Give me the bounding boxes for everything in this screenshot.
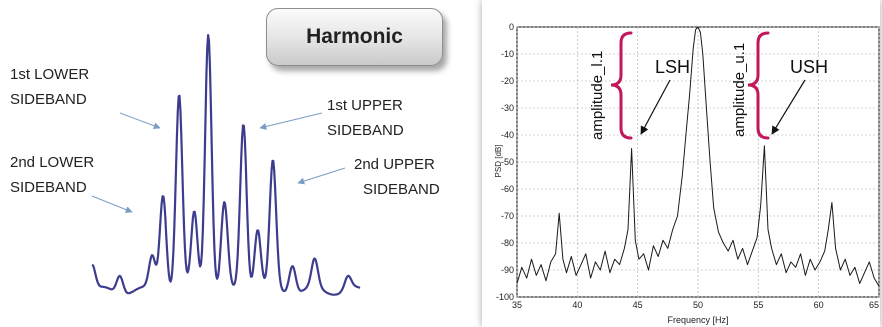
schematic-spectrum-line <box>91 34 361 296</box>
label-1st-lower-sideband: 1st LOWER SIDEBAND <box>10 66 93 108</box>
y-tick-label: -30 <box>501 103 514 113</box>
psd-series-line <box>516 26 880 287</box>
amplitude-upper-brace <box>747 31 770 140</box>
y-tick-label: -70 <box>501 211 514 221</box>
arrow-2nd-upper <box>297 167 346 185</box>
y-tick-label: -90 <box>501 265 514 275</box>
label-1st-upper-sideband: 1st UPPER SIDEBAND <box>327 97 407 139</box>
y-tick-label: -60 <box>501 184 514 194</box>
harmonic-button[interactable]: Harmonic <box>266 8 443 66</box>
y-tick-label: -10 <box>501 49 514 59</box>
y-tick-label: -80 <box>501 238 514 248</box>
x-tick-labels: 35 40 45 50 55 60 65 <box>512 300 879 310</box>
amplitude-lower-label: amplitude_l.1 <box>589 51 606 140</box>
x-tick-label: 35 <box>512 300 522 310</box>
label-2nd-upper-sideband: 2nd UPPER SIDEBAND <box>354 156 440 198</box>
sideband-schematic: 1st LOWER SIDEBAND 2nd LOWER SIDEBAND 1s… <box>10 34 440 296</box>
lsh-arrow <box>640 79 671 135</box>
ush-label: USH <box>790 57 828 77</box>
arrow-2nd-lower <box>91 195 133 213</box>
arrow-1st-lower <box>119 112 161 130</box>
x-tick-label: 45 <box>633 300 643 310</box>
y-tick-label: -40 <box>501 130 514 140</box>
x-axis-label: Frequency [Hz] <box>667 315 728 325</box>
x-tick-label: 55 <box>753 300 763 310</box>
x-tick-label: 60 <box>814 300 824 310</box>
y-tick-label: -20 <box>501 76 514 86</box>
amplitude-lower-brace <box>610 31 633 140</box>
lsh-label: LSH <box>655 57 690 77</box>
label-2nd-lower-sideband: 2nd LOWER SIDEBAND <box>10 154 98 196</box>
x-tick-label: 50 <box>693 300 703 310</box>
y-tick-labels: 0 -10 -20 -30 -40 -50 -60 -70 -80 -90 -100 <box>496 22 514 302</box>
y-axis-label: PSD [dB] <box>494 145 503 178</box>
ush-arrow <box>771 79 806 135</box>
x-tick-label: 65 <box>869 300 879 310</box>
y-tick-label: -50 <box>501 157 514 167</box>
y-tick-label: -100 <box>496 292 514 302</box>
x-tick-label: 40 <box>572 300 582 310</box>
arrow-1st-upper <box>259 112 323 130</box>
amplitude-upper-label: amplitude_u.1 <box>731 43 748 137</box>
y-tick-label: 0 <box>509 22 514 32</box>
